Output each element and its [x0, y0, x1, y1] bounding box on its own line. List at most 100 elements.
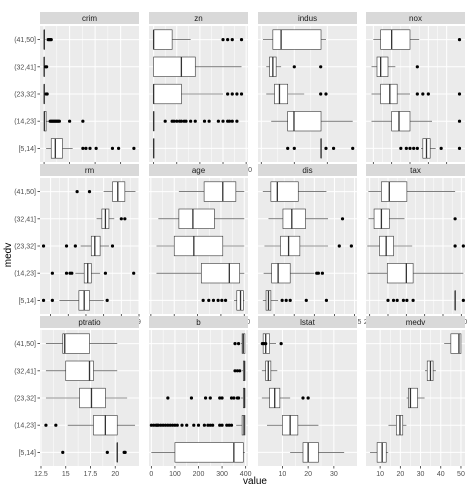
- facet-strip-label: b: [196, 318, 201, 327]
- outlier-point: [408, 146, 412, 150]
- outlier-point: [395, 298, 399, 302]
- outlier-point: [61, 450, 65, 454]
- outlier-point: [401, 298, 405, 302]
- box-indus-(32,41]: [266, 56, 323, 77]
- facet-strip: [149, 164, 248, 176]
- outlier-point: [175, 423, 179, 427]
- box-b-(32,41]: [233, 360, 246, 381]
- facet-ptratio: ptratio 12.5 15 17.5 20 [5,14] (14,23] (23,32] (…: [14, 316, 139, 478]
- box-lstat-(32,41]: [261, 360, 278, 381]
- box-rm-(32,41]: [96, 208, 127, 229]
- outlier-point: [235, 369, 239, 373]
- x-tick-label: 10: [279, 471, 287, 478]
- outlier-point: [123, 450, 127, 454]
- box-zn-(32,41]: [153, 56, 242, 77]
- x-tick-label: 400: [240, 471, 252, 478]
- box-rm-[5,14]: [41, 290, 109, 311]
- facet-strip-label: ptratio: [78, 318, 101, 327]
- outlier-point: [193, 119, 197, 123]
- outlier-point: [220, 298, 224, 302]
- y-tick-label: (23,32]: [14, 244, 36, 251]
- outlier-point: [173, 423, 177, 427]
- outlier-point: [286, 146, 290, 150]
- outlier-point: [226, 92, 230, 96]
- box-zn-(14,23]: [152, 111, 239, 132]
- outlier-point: [208, 423, 212, 427]
- outlier-point: [110, 146, 115, 150]
- box-iqr: [153, 56, 196, 77]
- box-age-[5,14]: [201, 290, 245, 311]
- y-tick-label: (32,41]: [14, 64, 36, 71]
- box-iqr: [408, 387, 418, 409]
- outlier-point: [226, 38, 230, 42]
- outlier-point: [73, 244, 77, 248]
- outlier-point: [220, 423, 224, 427]
- y-tick-label: [5,14]: [18, 450, 36, 457]
- box-iqr: [282, 208, 306, 229]
- outlier-point: [239, 38, 244, 42]
- x-tick-label: 17.5: [84, 471, 98, 478]
- box-nox-(32,41]: [371, 56, 419, 77]
- box-rm-(14,23]: [50, 263, 136, 284]
- outlier-point: [211, 423, 215, 427]
- outlier-point: [411, 298, 415, 302]
- outlier-point: [81, 119, 85, 123]
- outlier-point: [159, 423, 163, 427]
- outlier-point: [415, 65, 419, 69]
- outlier-point: [94, 146, 98, 150]
- box-dis-[5,14]: [262, 290, 329, 311]
- box-b-(23,32]: [166, 387, 246, 409]
- outlier-point: [233, 342, 237, 346]
- facet-indus: indus01020: [258, 12, 357, 174]
- outlier-point: [324, 92, 328, 96]
- box-b-(41,50]: [233, 333, 246, 354]
- outlier-point: [161, 423, 165, 427]
- box-lstat-(41,50]: [260, 333, 283, 354]
- box-ptratio-(14,23]: [44, 415, 136, 436]
- outlier-point: [175, 119, 179, 123]
- outlier-point: [218, 396, 222, 400]
- outlier-point: [235, 119, 239, 123]
- facet-lstat: lstat 10 20 30: [258, 316, 357, 478]
- box-iqr: [380, 83, 398, 105]
- box-iqr: [174, 442, 244, 463]
- box-nox-(23,32]: [371, 83, 462, 105]
- box-iqr: [50, 138, 63, 159]
- facet-strip: [40, 316, 139, 328]
- outlier-point: [45, 92, 49, 96]
- facet-nox: nox0.40.50.60.70.8: [366, 12, 465, 174]
- outlier-point: [179, 119, 183, 123]
- box-lstat-(23,32]: [261, 387, 310, 409]
- outlier-point: [457, 92, 462, 96]
- outlier-point: [201, 298, 205, 302]
- outlier-point: [399, 146, 403, 150]
- box-iqr: [391, 111, 411, 132]
- outlier-point: [453, 244, 457, 248]
- outlier-point: [166, 396, 170, 400]
- outlier-point: [41, 298, 46, 302]
- outlier-point: [149, 423, 153, 427]
- y-tick-label: (14,23]: [14, 423, 36, 430]
- box-tax-(23,32]: [367, 235, 465, 257]
- outlier-point: [421, 92, 425, 96]
- facet-strip-label: age: [192, 166, 206, 175]
- outlier-point: [229, 423, 234, 427]
- box-indus-(23,32]: [266, 83, 328, 105]
- y-tick-label: (14,23]: [14, 119, 36, 126]
- box-age-(41,50]: [178, 181, 245, 202]
- outlier-point: [207, 298, 211, 302]
- box-rm-(41,50]: [75, 181, 136, 202]
- facet-medv: medv 10 20 30 40 50: [366, 316, 465, 478]
- outlier-point: [49, 38, 53, 42]
- box-iqr: [450, 333, 462, 354]
- facet-strip: [40, 12, 139, 24]
- box-lstat-(14,23]: [267, 415, 319, 436]
- facet-strip-label: medv: [406, 318, 426, 327]
- y-tick-label: (41,50]: [14, 341, 36, 348]
- outlier-point: [84, 146, 88, 150]
- outlier-point: [331, 146, 336, 150]
- x-tick-label: 20: [396, 471, 404, 478]
- facet-strip: [40, 164, 139, 176]
- outlier-point: [185, 423, 189, 427]
- outlier-point: [203, 396, 208, 400]
